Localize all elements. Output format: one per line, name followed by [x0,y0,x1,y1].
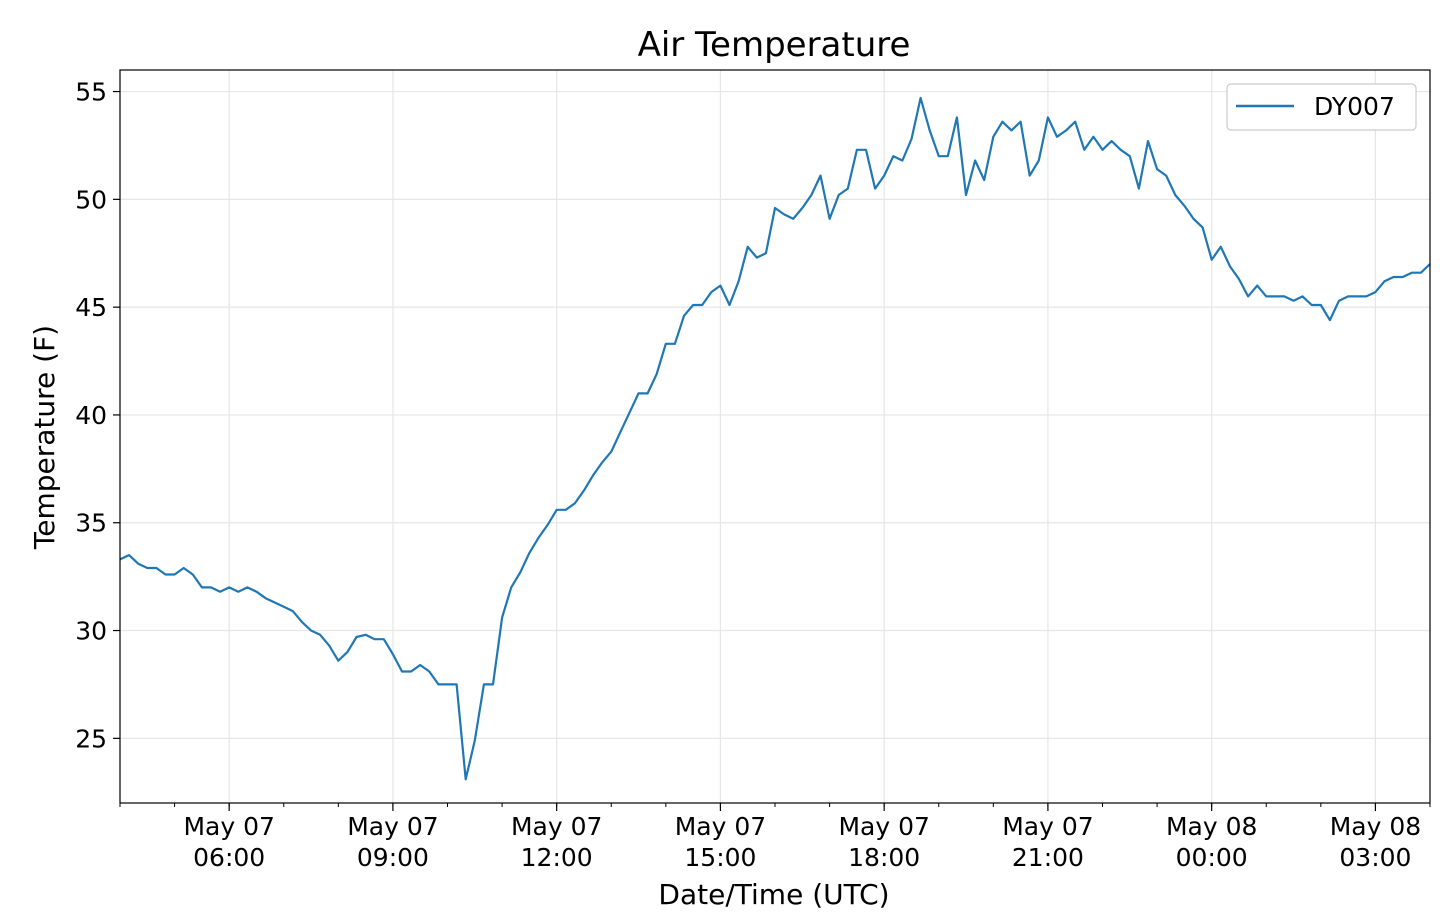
chart-title: Air Temperature [638,25,911,65]
x-tick-label-date-3: May 07 [675,812,766,841]
y-tick-label-40: 40 [75,401,107,430]
x-tick-label-date-2: May 07 [511,812,602,841]
x-tick-label-date-6: May 08 [1166,812,1257,841]
legend-label-dy007: DY007 [1314,92,1395,121]
x-tick-label-time-7: 03:00 [1339,843,1411,872]
x-tick-label-time-2: 12:00 [521,843,593,872]
x-tick-label-date-4: May 07 [838,812,929,841]
y-tick-label-45: 45 [75,293,107,322]
legend-box [1226,83,1417,131]
y-axis-ticks: 25 30 35 40 45 50 55 [75,78,120,753]
x-axis-label: Date/Time (UTC) [658,878,889,911]
x-tick-label-time-3: 15:00 [684,843,756,872]
y-axis-label: Temperature (F) [28,325,61,550]
x-tick-label-time-5: 21:00 [1012,843,1084,872]
y-tick-label-35: 35 [75,509,107,538]
plot-frame [119,69,1431,804]
series-line-dy007 [119,96,1431,781]
x-tick-label-date-1: May 07 [347,812,438,841]
x-tick-label-date-5: May 07 [1002,812,1093,841]
y-tick-label-55: 55 [75,78,107,107]
gridlines [120,70,1430,803]
x-tick-label-time-1: 09:00 [357,843,429,872]
legend: DY007 [1226,83,1417,131]
y-tick-label-25: 25 [75,724,107,753]
x-tick-label-date-7: May 08 [1330,812,1421,841]
y-tick-label-30: 30 [75,617,107,646]
x-tick-label-date-0: May 07 [183,812,274,841]
x-tick-label-time-0: 06:00 [193,843,265,872]
series-layer [119,96,1431,781]
y-tick-label-50: 50 [75,185,107,214]
x-tick-label-time-4: 18:00 [848,843,920,872]
x-tick-label-time-6: 00:00 [1176,843,1248,872]
